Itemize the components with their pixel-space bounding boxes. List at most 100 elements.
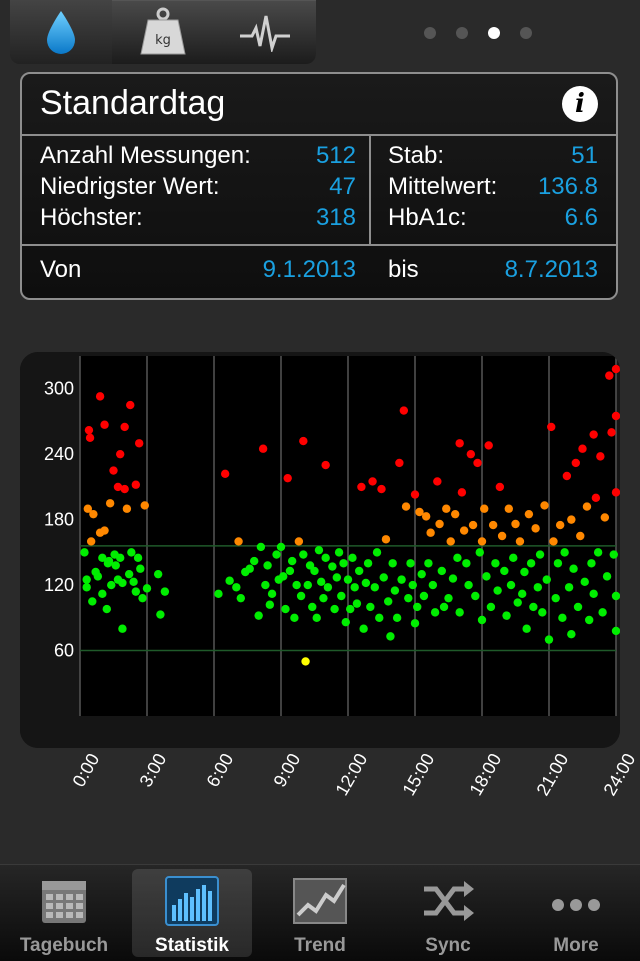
data-point <box>220 469 230 479</box>
data-point <box>287 556 297 566</box>
data-point <box>477 537 487 546</box>
data-point <box>352 599 362 608</box>
summary-title: Standardtag <box>40 84 226 122</box>
measurements-value: 512 <box>315 142 356 169</box>
data-point <box>225 576 234 585</box>
data-point <box>330 604 339 614</box>
data-point <box>95 392 105 401</box>
data-point <box>124 569 134 579</box>
data-point <box>290 613 299 623</box>
data-point <box>406 559 415 568</box>
data-point <box>455 608 464 617</box>
y-tick-label: 240 <box>44 444 74 464</box>
to-label: bis <box>388 256 419 283</box>
data-point <box>354 566 364 576</box>
data-point <box>234 537 243 546</box>
page-dot <box>424 27 436 39</box>
data-point <box>410 619 420 628</box>
data-point <box>386 632 395 641</box>
scatter-chart: 60 120 180 240 300 <box>20 352 620 748</box>
data-point <box>258 444 268 453</box>
data-point <box>605 371 614 380</box>
data-point <box>250 556 259 566</box>
data-point <box>567 515 576 524</box>
data-point <box>509 553 518 563</box>
data-point <box>370 583 379 592</box>
tab-sync[interactable]: Sync <box>384 865 512 961</box>
from-label: Von <box>40 256 82 283</box>
data-point <box>272 550 281 559</box>
stdev-value: 51 <box>571 142 598 169</box>
data-point <box>593 548 603 557</box>
data-point <box>111 561 120 570</box>
data-point <box>104 556 114 566</box>
data-point <box>488 520 498 530</box>
data-point <box>571 458 580 468</box>
data-point <box>397 575 406 584</box>
data-point <box>462 559 471 568</box>
data-point <box>555 520 565 530</box>
info-icon[interactable]: i <box>562 86 598 122</box>
weight-tab[interactable]: kg <box>112 0 214 64</box>
data-point <box>600 513 610 522</box>
data-point <box>346 604 355 614</box>
data-point <box>513 598 522 607</box>
data-point <box>522 624 531 633</box>
data-point <box>551 593 560 603</box>
divider <box>369 134 371 244</box>
data-point <box>361 578 371 588</box>
glucose-tab[interactable] <box>10 0 112 64</box>
data-point <box>131 480 141 489</box>
data-point <box>587 559 596 568</box>
category-segmented-control: kg <box>10 0 316 64</box>
data-point <box>134 439 144 448</box>
data-point <box>520 567 529 577</box>
mean-label: Mittelwert: <box>388 173 498 200</box>
data-point <box>381 535 391 544</box>
data-point <box>511 519 520 529</box>
data-point <box>160 587 170 596</box>
data-point <box>93 572 103 581</box>
page-dot-current <box>488 27 500 39</box>
data-point <box>254 611 263 620</box>
data-point <box>524 509 534 519</box>
data-point <box>85 433 95 443</box>
data-point <box>442 504 451 513</box>
tab-label: Sync <box>425 935 471 956</box>
data-point <box>276 542 286 552</box>
to-date[interactable]: 8.7.2013 <box>504 256 598 283</box>
stdev-label: Stab: <box>388 142 445 169</box>
data-point <box>263 561 272 570</box>
tab-bar: Tagebuch Statistik Trend Sync <box>0 864 640 961</box>
data-point <box>399 406 409 415</box>
data-point <box>245 564 254 573</box>
tab-statistik[interactable]: Statistik <box>128 865 256 961</box>
data-point <box>426 528 435 537</box>
tab-tagebuch[interactable]: Tagebuch <box>0 865 128 961</box>
data-point <box>89 509 98 519</box>
data-point <box>86 537 96 546</box>
data-point <box>120 422 129 432</box>
page-dot <box>456 27 468 39</box>
y-tick-label: 180 <box>44 510 74 530</box>
data-point <box>153 569 163 579</box>
data-point <box>299 436 308 446</box>
data-point <box>292 580 301 590</box>
heartbeat-icon <box>240 15 290 52</box>
data-point <box>267 589 277 599</box>
tab-label: More <box>553 935 599 956</box>
pulse-tab[interactable] <box>214 0 316 64</box>
data-point <box>377 484 386 494</box>
data-point <box>285 566 295 576</box>
y-tick-label: 60 <box>54 641 74 661</box>
tab-trend[interactable]: Trend <box>256 865 384 961</box>
tab-more[interactable]: More <box>512 865 640 961</box>
data-point <box>518 589 527 599</box>
from-date[interactable]: 9.1.2013 <box>262 256 356 283</box>
page-indicator[interactable] <box>420 27 540 41</box>
data-point <box>317 577 326 587</box>
data-point <box>477 615 487 625</box>
data-point <box>417 569 426 579</box>
data-point <box>118 578 127 588</box>
data-point <box>105 499 115 508</box>
